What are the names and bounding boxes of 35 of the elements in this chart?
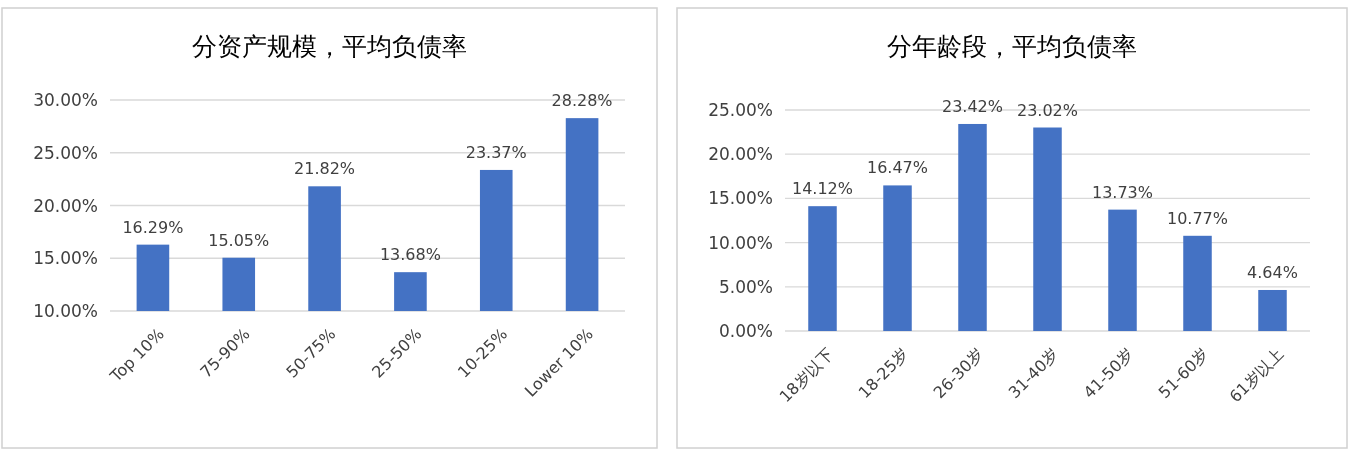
data-label: 13.73% <box>1091 182 1154 202</box>
y-tick-label: 5.00% <box>718 276 773 297</box>
data-label: 15.05% <box>208 230 270 250</box>
y-tick-label: 15.00% <box>33 248 98 269</box>
data-label: 23.42% <box>941 96 1004 116</box>
bar <box>808 206 837 331</box>
y-tick-label: 30.00% <box>33 90 98 110</box>
y-tick-label: 15.00% <box>708 188 773 209</box>
data-label: 14.12% <box>791 179 854 199</box>
bar <box>1258 289 1287 331</box>
y-tick-label: 10.00% <box>708 232 773 253</box>
data-label: 16.29% <box>122 217 184 237</box>
data-label: 21.82% <box>294 159 356 179</box>
x-tick-label: 18岁以下 <box>775 344 838 407</box>
data-label: 4.64% <box>1247 262 1298 282</box>
y-tick-label: 10.00% <box>33 301 98 321</box>
bar <box>958 123 987 331</box>
chart-title: 分资产规模，平均负债率 <box>192 32 467 61</box>
bar <box>883 185 912 331</box>
y-tick-label: 20.00% <box>33 195 98 216</box>
y-tick-label: 0.00% <box>718 321 773 341</box>
chart-title: 分年龄段，平均负债率 <box>887 32 1137 61</box>
x-tick-label: 61岁以上 <box>1225 344 1288 407</box>
data-label: 10.77% <box>1166 208 1229 228</box>
bar <box>1108 209 1137 331</box>
y-tick-label: 25.00% <box>33 142 98 163</box>
data-label: 23.37% <box>465 142 527 162</box>
bar <box>1183 235 1212 331</box>
bar <box>1033 127 1062 331</box>
data-label: 13.68% <box>379 245 441 265</box>
y-tick-label: 20.00% <box>708 144 773 165</box>
y-tick-label: 25.00% <box>708 100 773 120</box>
data-label: 16.47% <box>866 158 929 178</box>
data-label: 28.28% <box>551 91 613 111</box>
data-label: 23.02% <box>1016 100 1079 120</box>
